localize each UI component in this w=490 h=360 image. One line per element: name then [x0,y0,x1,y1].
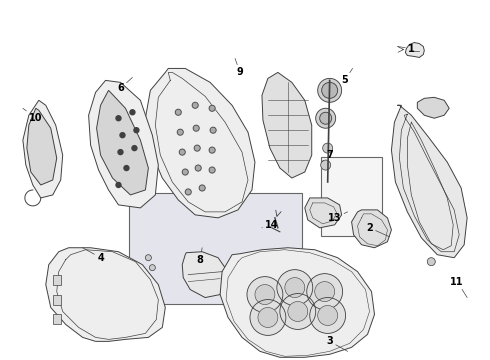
Polygon shape [27,108,57,185]
Polygon shape [220,248,374,357]
Circle shape [277,270,313,306]
Bar [129,193,302,304]
Text: 4: 4 [83,248,104,263]
Circle shape [258,307,278,328]
Bar [53,294,61,305]
Circle shape [318,306,338,325]
Text: 3: 3 [326,336,347,351]
Polygon shape [417,97,449,118]
Bar [53,275,61,285]
Circle shape [288,302,308,321]
Circle shape [134,128,139,133]
Circle shape [194,145,200,151]
Polygon shape [405,42,424,58]
Circle shape [124,166,129,171]
Text: 12: 12 [0,359,1,360]
Circle shape [185,189,191,195]
Polygon shape [352,210,392,248]
Text: 9: 9 [235,58,244,77]
Circle shape [209,105,215,111]
Circle shape [307,274,343,310]
Circle shape [149,265,155,271]
Circle shape [323,143,333,153]
Polygon shape [262,72,312,178]
Circle shape [132,146,137,150]
Text: 8: 8 [197,248,204,265]
Circle shape [285,278,305,298]
Circle shape [322,82,338,98]
Circle shape [247,276,283,312]
Circle shape [250,300,286,336]
Text: 5: 5 [341,68,353,85]
Circle shape [209,147,215,153]
Polygon shape [46,248,165,341]
Circle shape [182,169,188,175]
Text: 11: 11 [450,276,467,298]
Circle shape [118,150,123,154]
Text: 14: 14 [262,220,279,230]
Bar [320,157,382,235]
Bar [53,315,61,324]
Polygon shape [89,80,158,208]
Polygon shape [146,68,255,218]
Circle shape [310,298,345,333]
Text: 1: 1 [397,44,415,54]
Circle shape [195,165,201,171]
Polygon shape [97,90,148,195]
Circle shape [179,149,185,155]
Circle shape [427,258,435,266]
Circle shape [175,109,181,115]
Polygon shape [305,198,342,228]
Circle shape [318,78,342,102]
Polygon shape [182,252,226,298]
Circle shape [120,133,125,138]
Circle shape [177,129,183,135]
Circle shape [315,282,335,302]
Circle shape [192,102,198,108]
Polygon shape [392,105,467,258]
Text: 10: 10 [23,108,43,123]
Circle shape [116,116,121,121]
Circle shape [319,112,332,124]
Text: 7: 7 [322,150,333,162]
Circle shape [193,125,199,131]
Circle shape [321,160,331,170]
Text: 6: 6 [117,77,132,93]
Polygon shape [23,100,63,198]
Circle shape [316,108,336,128]
Circle shape [210,127,216,133]
Circle shape [255,285,275,305]
Circle shape [116,183,121,188]
Circle shape [209,167,215,173]
Text: 2: 2 [366,223,390,237]
Circle shape [130,110,135,115]
Circle shape [280,293,316,329]
Circle shape [146,255,151,261]
Circle shape [199,185,205,191]
Text: 13: 13 [328,212,347,223]
